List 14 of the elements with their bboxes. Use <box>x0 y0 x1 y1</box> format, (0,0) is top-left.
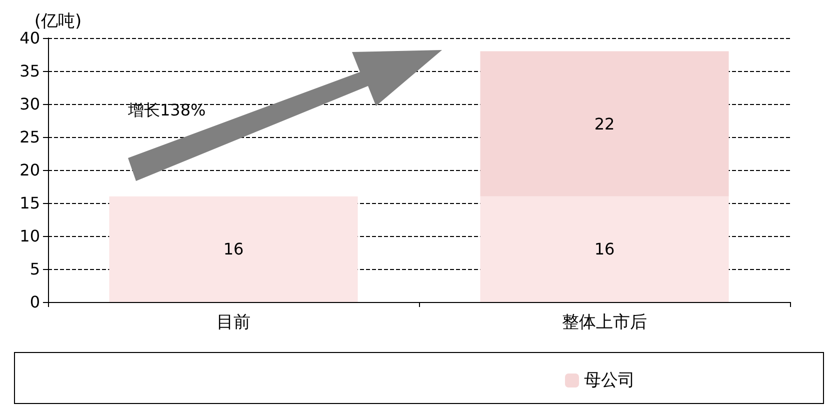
y-tick-label: 15 <box>20 194 40 212</box>
x-tick-label: 目前 <box>216 312 250 332</box>
legend-label: 母公司 <box>584 370 635 390</box>
y-tick-label: 0 <box>30 292 40 312</box>
x-tick-label: 整体上市后 <box>562 312 647 332</box>
y-tick-label: 30 <box>20 94 40 114</box>
y-tick-label: 20 <box>20 160 40 180</box>
y-tick-label: 10 <box>20 226 40 246</box>
data-label: 16 <box>223 240 244 259</box>
y-tick-label: 5 <box>30 260 40 278</box>
y-tick-label: 25 <box>20 128 40 146</box>
data-label: 22 <box>594 114 615 134</box>
data-label: 16 <box>594 240 615 259</box>
y-tick-label: 35 <box>20 62 40 80</box>
